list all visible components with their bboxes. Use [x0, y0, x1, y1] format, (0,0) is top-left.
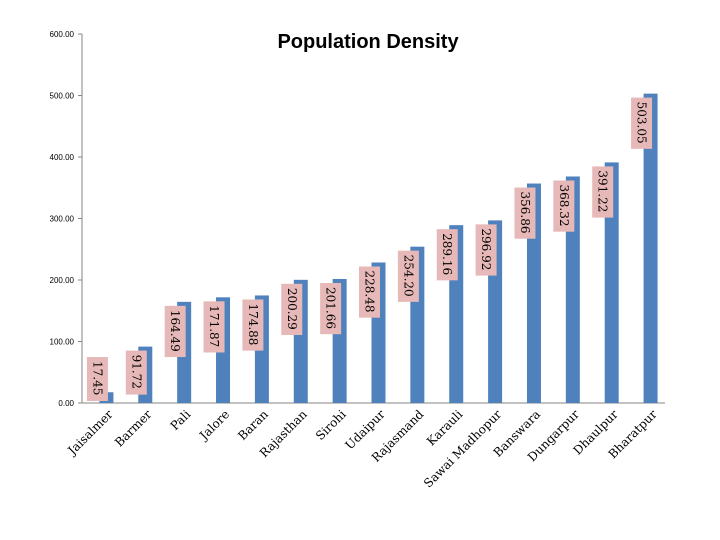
data-labels: 17.45 91.72 164.49 171.87 174.88 200.29 201.66…	[86, 97, 653, 401]
bar	[643, 93, 658, 403]
data-label: 200.29	[285, 288, 299, 330]
data-label-box	[125, 350, 147, 395]
y-axis-ticks: 0.00 100.00 200.00 300.00 400.00 500.00 600.00	[50, 30, 82, 408]
y-tick-label: 300.00	[50, 215, 75, 224]
data-label-box	[164, 305, 186, 358]
data-label-box	[475, 224, 497, 276]
x-tick-label: Baran	[235, 407, 271, 443]
data-label: 17.45	[90, 361, 104, 395]
data-label: 503.05	[635, 102, 649, 144]
data-label-box	[320, 282, 342, 335]
x-tick-label: Sirohi	[313, 407, 349, 443]
data-label-box	[397, 250, 419, 302]
y-tick-label: 200.00	[50, 276, 75, 285]
data-label: 228.48	[363, 270, 377, 312]
data-label: 164.49	[168, 310, 182, 352]
chart-title: Population Density	[277, 31, 459, 53]
data-label: 171.87	[207, 305, 221, 347]
bar	[565, 176, 580, 403]
data-label: 356.86	[518, 192, 532, 234]
data-label: 368.32	[557, 184, 571, 226]
bar	[604, 162, 619, 403]
data-label-box	[359, 266, 380, 318]
y-tick-label: 600.00	[50, 30, 75, 39]
data-label: 254.20	[401, 255, 415, 297]
data-label: 174.88	[246, 303, 260, 345]
data-label-box	[592, 166, 614, 218]
data-label: 201.66	[324, 287, 338, 329]
y-tick-label: 400.00	[50, 153, 75, 162]
data-label-box	[514, 187, 536, 239]
data-label-box	[281, 283, 303, 336]
data-label-box	[631, 97, 653, 149]
data-label-box	[242, 299, 264, 351]
x-tick-label: Jalore	[195, 407, 232, 444]
y-tick-label: 100.00	[50, 338, 75, 347]
data-label: 289.16	[440, 233, 454, 275]
data-label-box	[203, 301, 225, 353]
data-label-box	[553, 180, 575, 232]
x-tick-label: Jaisalmer	[64, 407, 116, 459]
x-tick-label: Pali	[168, 407, 194, 433]
data-label: 391.22	[596, 170, 610, 212]
data-label-box	[86, 357, 108, 401]
x-tick-label: Barmer	[112, 407, 155, 450]
y-tick-label: 500.00	[50, 92, 75, 101]
data-label-box	[436, 229, 458, 281]
data-label: 91.72	[129, 355, 143, 389]
data-label: 296.92	[479, 228, 493, 270]
y-tick-label: 0.00	[58, 399, 74, 408]
